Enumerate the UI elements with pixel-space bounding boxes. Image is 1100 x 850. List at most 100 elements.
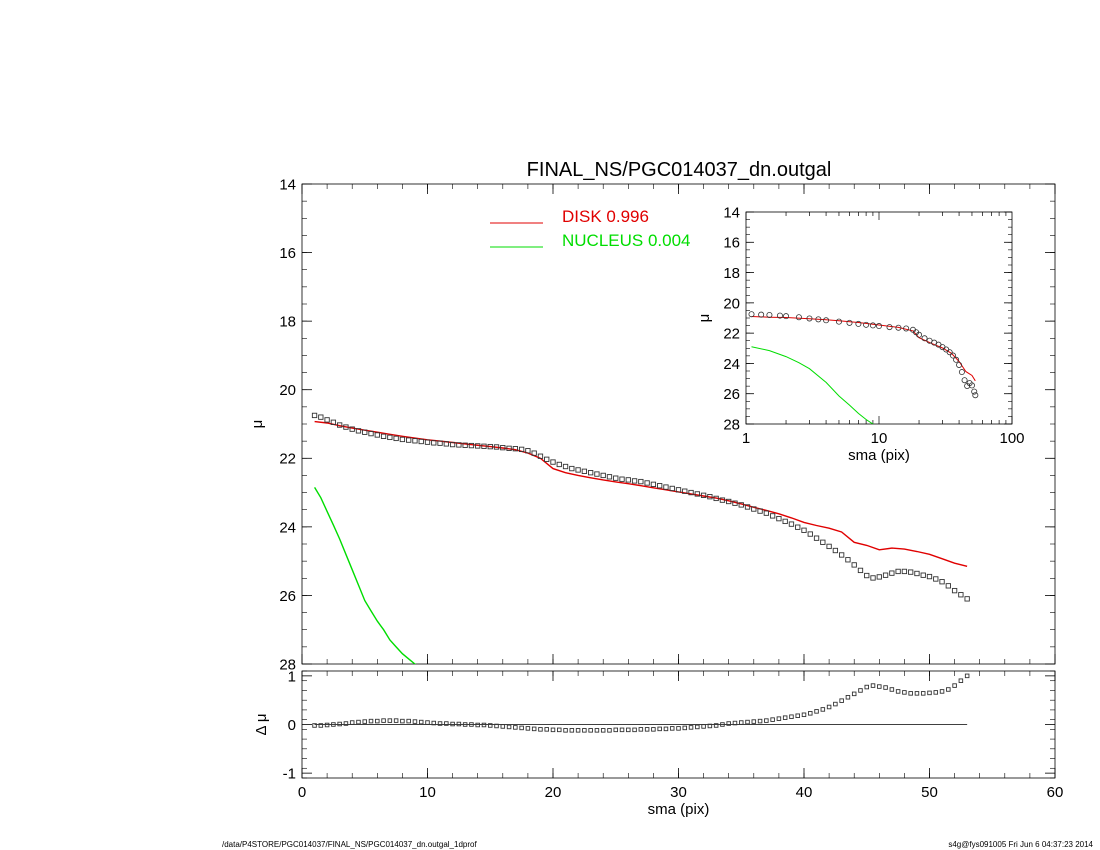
data-point — [933, 690, 939, 695]
data-point — [537, 453, 544, 459]
data-point — [311, 412, 318, 419]
data-point — [851, 691, 857, 697]
data-point — [368, 430, 374, 437]
data-point — [588, 470, 594, 476]
x-tick-label: 30 — [670, 784, 687, 801]
data-point — [958, 592, 964, 598]
data-point — [933, 576, 939, 582]
data-point — [424, 439, 431, 445]
data-point — [582, 728, 587, 733]
data-point — [813, 535, 820, 541]
data-point — [607, 728, 612, 733]
data-point — [858, 688, 863, 693]
data-point — [381, 718, 386, 723]
data-point — [720, 722, 725, 727]
data-point — [487, 443, 493, 450]
data-point — [538, 727, 543, 732]
data-point — [475, 443, 481, 449]
y-tick-label: 28 — [723, 416, 740, 433]
x-tick-label: 10 — [419, 784, 436, 801]
data-point — [375, 718, 380, 724]
data-point — [449, 441, 456, 448]
data-point — [751, 719, 757, 724]
data-point — [801, 712, 807, 718]
data-point — [833, 701, 838, 707]
data-point — [766, 311, 773, 318]
data-point — [820, 707, 826, 712]
y-tick-label: 22 — [723, 326, 740, 343]
data-point — [594, 471, 600, 477]
data-point — [613, 727, 619, 733]
data-point — [820, 539, 826, 545]
data-point — [814, 709, 819, 714]
data-point — [657, 483, 663, 489]
y-tick-label: 1 — [288, 668, 296, 685]
data-point — [889, 570, 895, 576]
data-point — [575, 467, 581, 473]
data-point — [481, 443, 487, 449]
residual-profile-ylabel: Δ μ — [253, 713, 270, 735]
data-point — [808, 711, 813, 716]
data-point — [506, 724, 512, 730]
data-point — [399, 436, 406, 443]
data-point — [619, 476, 625, 482]
data-point — [462, 722, 468, 727]
y-tick-label: 22 — [279, 451, 296, 468]
data-point — [337, 721, 342, 727]
data-point — [732, 720, 738, 726]
data-point — [456, 442, 462, 448]
x-tick-label: 1 — [742, 430, 750, 447]
data-point — [663, 484, 669, 490]
y-tick-label: 24 — [723, 356, 740, 373]
data-point — [783, 313, 790, 320]
data-point — [908, 691, 913, 696]
data-point — [650, 481, 657, 487]
data-point — [406, 718, 411, 724]
legend: DISK 0.996 NUCLEUS 0.004 — [490, 207, 691, 250]
data-point — [744, 504, 751, 510]
data-point — [782, 518, 788, 525]
data-point — [600, 472, 606, 479]
data-point — [519, 725, 524, 731]
inset-log-profile-xlabel: sma (pix) — [848, 447, 910, 464]
data-point — [971, 388, 978, 395]
data-point — [412, 719, 418, 724]
data-point — [500, 724, 506, 729]
data-point — [757, 508, 763, 514]
data-point — [916, 331, 923, 338]
data-point — [876, 574, 882, 580]
data-point — [807, 531, 813, 537]
data-point — [695, 724, 700, 730]
data-point — [362, 719, 368, 724]
data-point — [776, 716, 782, 721]
data-point — [387, 434, 393, 441]
data-point — [939, 689, 945, 694]
data-point — [506, 445, 512, 451]
data-point — [613, 475, 619, 481]
residual-profile-data — [312, 673, 970, 733]
data-point — [569, 465, 575, 472]
data-point — [631, 478, 638, 484]
data-point — [318, 723, 324, 728]
data-point — [669, 726, 675, 731]
data-point — [964, 673, 970, 679]
y-tick-label: 20 — [279, 382, 296, 399]
data-point — [902, 690, 907, 695]
data-point — [518, 446, 525, 453]
data-point — [700, 492, 707, 498]
data-point — [418, 438, 424, 445]
y-tick-label: -1 — [283, 766, 296, 783]
data-point — [355, 428, 362, 434]
data-point — [349, 426, 355, 432]
data-point — [745, 719, 750, 725]
data-point — [512, 446, 519, 452]
data-point — [368, 718, 374, 724]
data-point — [958, 678, 964, 683]
y-tick-label: 18 — [723, 265, 740, 282]
data-point — [437, 440, 443, 446]
residual-profile-xlabel: sma (pix) — [648, 801, 710, 818]
data-point — [531, 450, 537, 456]
inset-log-profile-data — [748, 311, 979, 424]
data-point — [663, 726, 669, 732]
data-point — [855, 320, 862, 327]
